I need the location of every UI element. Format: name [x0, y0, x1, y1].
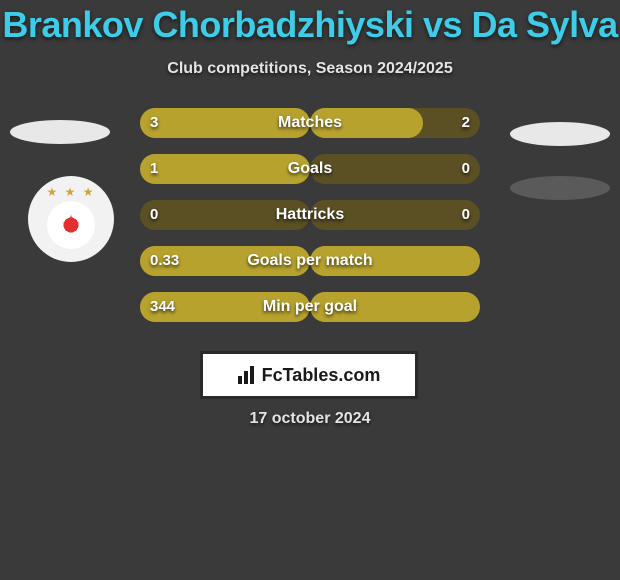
brand-text: FcTables.com [262, 365, 381, 386]
stat-row: Goals per match0.33 [0, 246, 620, 276]
header-area: Brankov Chorbadzhiyski vs Da Sylva Club … [0, 0, 620, 78]
stat-value-left: 0 [150, 200, 158, 230]
stat-row: Matches3 2 [0, 108, 620, 138]
stat-label: Matches [0, 108, 620, 138]
stat-value-left: 1 [150, 154, 158, 184]
comparison-chart: Matches32Goals10Hattricks00Goals per mat… [0, 108, 620, 338]
stat-row: Min per goal344 [0, 292, 620, 322]
stat-value-right: 0 [462, 154, 470, 184]
stat-value-left: 3 [150, 108, 158, 138]
stat-value-right: 2 [462, 108, 470, 138]
report-date: 17 october 2024 [0, 410, 620, 428]
stat-label: Min per goal [0, 292, 620, 322]
stat-label: Hattricks [0, 200, 620, 230]
stat-row: Goals1 0 [0, 154, 620, 184]
stat-value-left: 344 [150, 292, 175, 322]
page-subtitle: Club competitions, Season 2024/2025 [0, 60, 620, 78]
stat-label: Goals [0, 154, 620, 184]
page-title: Brankov Chorbadzhiyski vs Da Sylva [0, 4, 620, 46]
brand-bars-icon [238, 366, 258, 384]
stat-value-left: 0.33 [150, 246, 179, 276]
stat-row: Hattricks0 0 [0, 200, 620, 230]
stat-label: Goals per match [0, 246, 620, 276]
brand-badge: FcTables.com [200, 351, 418, 399]
stat-value-right: 0 [462, 200, 470, 230]
